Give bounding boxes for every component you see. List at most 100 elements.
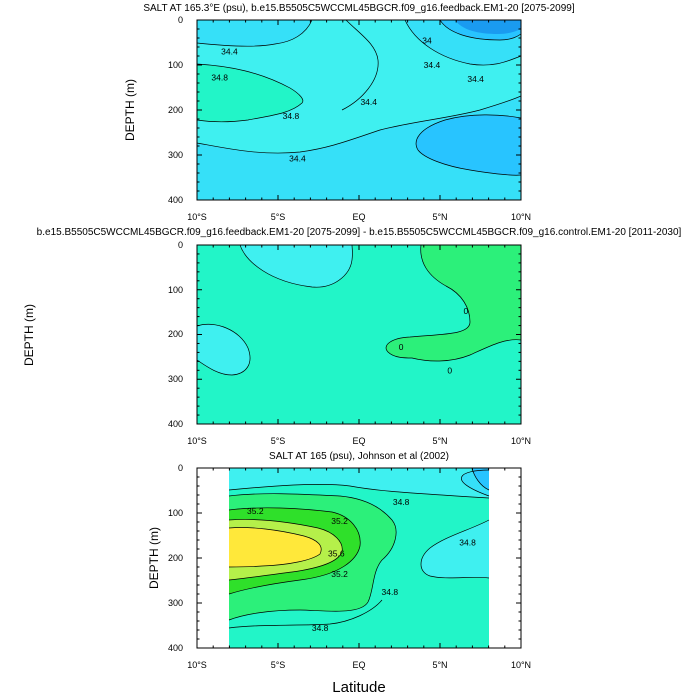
panel-1-contour-label: 34.8 bbox=[211, 73, 228, 83]
panel-1-northeast-core-fill bbox=[455, 20, 521, 34]
panel-3-contour-label: 34.8 bbox=[312, 623, 329, 633]
panel-1-contour-lines bbox=[197, 20, 521, 176]
panel-3-y-tick-label: 100 bbox=[168, 508, 183, 518]
panel-3-contour-label: 35.2 bbox=[247, 506, 264, 516]
panel-2-x-tick-labels: 10°S 5°S EQ 5°N 10°N bbox=[187, 436, 531, 446]
panel-2-contour-label: 0 bbox=[399, 342, 404, 352]
panel-2-x-tick-label: EQ bbox=[352, 436, 365, 446]
panel-2-y-tick-label: 100 bbox=[168, 285, 183, 295]
panel-1-contour-label: 34.4 bbox=[360, 97, 377, 107]
panel-3-east-low-fill bbox=[421, 520, 489, 578]
panel-1-contour-line bbox=[197, 63, 304, 123]
panel-3-contour-labels: 35.2 35.2 35.6 35.2 34.8 34.8 34.8 34.8 bbox=[247, 497, 476, 633]
panel-3-contour-line bbox=[228, 527, 322, 568]
panel-1-title: SALT AT 165.3°E (psu), b.e15.B5505C5WCCM… bbox=[143, 3, 575, 14]
panel-3-contour-label: 35.2 bbox=[331, 516, 348, 526]
panel-1-shallow-west-fill bbox=[197, 20, 312, 47]
panel-1-x-tick-labels: 10°S 5°S EQ 5°N 10°N bbox=[187, 212, 531, 222]
panel-3-title: SALT AT 165 (psu), Johnson et al (2002) bbox=[269, 451, 449, 462]
panel-1-contour-label: 34.4 bbox=[424, 60, 441, 70]
panel-1-y-tick-label: 100 bbox=[168, 60, 183, 70]
panel-1-x-tick-label: 5°S bbox=[271, 212, 286, 222]
panel-3-contour-line bbox=[461, 469, 490, 497]
panel-3-contour-line bbox=[228, 519, 343, 581]
panel-2-contour-labels: 0 0 0 bbox=[399, 306, 469, 375]
panel-3-contour-line bbox=[228, 507, 361, 595]
panel-1-contour-label: 34.4 bbox=[467, 74, 484, 84]
panel-2-y-tick-label: 400 bbox=[168, 419, 183, 429]
panel-2-contour-lines bbox=[197, 245, 521, 376]
panel-1-y-tick-labels: 0 100 200 300 400 bbox=[168, 15, 183, 205]
panel-3-y-tick-labels: 0 100 200 300 400 bbox=[168, 463, 183, 653]
panel-1-tick-marks bbox=[196, 19, 522, 201]
panel-3-y-tick-label: 200 bbox=[168, 553, 183, 563]
panel-2-y-tick-labels: 0 100 200 300 400 bbox=[168, 240, 183, 429]
panel-3-contour-line bbox=[228, 484, 490, 499]
panel-3-contour-line bbox=[420, 519, 490, 579]
panel-1-contour-line bbox=[404, 20, 521, 66]
panel-1-contour-line bbox=[415, 114, 521, 176]
panel-2-contour-label: 0 bbox=[447, 365, 452, 375]
panel-1-ylabel: DEPTH (m) bbox=[123, 79, 137, 141]
panel-3-tick-marks bbox=[196, 467, 522, 649]
panel-2-tick-marks bbox=[196, 244, 522, 425]
panel-3-y-tick-label: 0 bbox=[178, 463, 183, 473]
panel-3-x-tick-labels: 10°S 5°S EQ 5°N 10°N bbox=[187, 660, 531, 670]
panel-2-contour-line bbox=[197, 323, 251, 376]
panel-3-contour-label: 34.8 bbox=[459, 537, 476, 547]
panel-1-contour-label: 34.8 bbox=[283, 111, 300, 121]
panel-3-y-tick-label: 400 bbox=[168, 643, 183, 653]
panel-2-contour-label: 0 bbox=[464, 306, 469, 316]
panel-1-contour-label: 34.4 bbox=[289, 154, 306, 164]
panel-1-contour-label: 34.4 bbox=[221, 47, 238, 57]
panel-2: b.e15.B5505C5WCCML45BGCR.f09_g16.feedbac… bbox=[22, 227, 682, 446]
panel-1-y-tick-label: 400 bbox=[168, 195, 183, 205]
panel-2-x-tick-label: 10°N bbox=[511, 436, 531, 446]
panel-2-east-green-fill bbox=[386, 245, 521, 362]
panel-2-y-tick-label: 300 bbox=[168, 374, 183, 384]
panel-1-x-tick-label: 10°N bbox=[511, 212, 531, 222]
panel-3-contour-label: 35.2 bbox=[331, 569, 348, 579]
panel-2-title: b.e15.B5505C5WCCML45BGCR.f09_g16.feedbac… bbox=[37, 227, 682, 238]
panel-1-x-tick-label: 10°S bbox=[187, 212, 207, 222]
panel-1-contour-label: 34 bbox=[422, 36, 432, 46]
panel-3-contour-label: 34.8 bbox=[382, 587, 399, 597]
panel-2-x-tick-label: 5°S bbox=[271, 436, 286, 446]
panel-1-y-tick-label: 200 bbox=[168, 105, 183, 115]
panel-3-x-tick-label: 5°S bbox=[271, 660, 286, 670]
panel-2-x-tick-label: 10°S bbox=[187, 436, 207, 446]
panel-1: SALT AT 165.3°E (psu), b.e15.B5505C5WCCM… bbox=[123, 3, 575, 222]
panel-1-contour-line bbox=[341, 20, 379, 111]
panel-3-x-tick-label: EQ bbox=[352, 660, 365, 670]
panel-2-upper-cyan-fill bbox=[240, 245, 353, 288]
panel-1-contour-labels: 34.4 34.8 34.8 34.4 34.4 34 34.4 34.4 bbox=[211, 36, 484, 164]
panel-1-y-tick-label: 300 bbox=[168, 150, 183, 160]
panel-1-contour-line bbox=[197, 95, 521, 154]
panel-3-contour-lines bbox=[228, 468, 490, 629]
panel-2-contour-line bbox=[385, 245, 521, 362]
panel-2-contour-line bbox=[239, 245, 353, 288]
panel-3-contour-line bbox=[228, 493, 397, 621]
panel-3-y-tick-label: 300 bbox=[168, 598, 183, 608]
x-axis-label: Latitude bbox=[332, 679, 385, 696]
panel-2-x-tick-label: 5°N bbox=[432, 436, 447, 446]
panel-2-y-tick-label: 0 bbox=[178, 240, 183, 250]
panel-3-fresh-corner-fill bbox=[472, 468, 489, 490]
panel-1-fills bbox=[197, 20, 521, 200]
panel-1-contour-line bbox=[439, 20, 521, 41]
panel-3-x-tick-label: 5°N bbox=[432, 660, 447, 670]
panel-1-east-deep-fill bbox=[416, 114, 521, 176]
panel-1-x-tick-label: 5°N bbox=[432, 212, 447, 222]
panel-3-contour-label: 35.6 bbox=[328, 549, 345, 559]
panel-3-ylabel: DEPTH (m) bbox=[147, 527, 161, 589]
panel-2-ylabel: DEPTH (m) bbox=[22, 304, 36, 366]
panel-1-x-tick-label: EQ bbox=[352, 212, 365, 222]
panel-3: SALT AT 165 (psu), Johnson et al (2002) … bbox=[147, 451, 531, 696]
panel-3-salinity-35.6-fill bbox=[229, 527, 322, 567]
panel-2-y-tick-label: 200 bbox=[168, 329, 183, 339]
panel-3-x-tick-label: 10°N bbox=[511, 660, 531, 670]
panel-3-contour-line bbox=[228, 599, 383, 629]
panel-3-contour-label: 34.8 bbox=[393, 497, 410, 507]
panel-2-west-cyan-fill bbox=[197, 324, 251, 375]
